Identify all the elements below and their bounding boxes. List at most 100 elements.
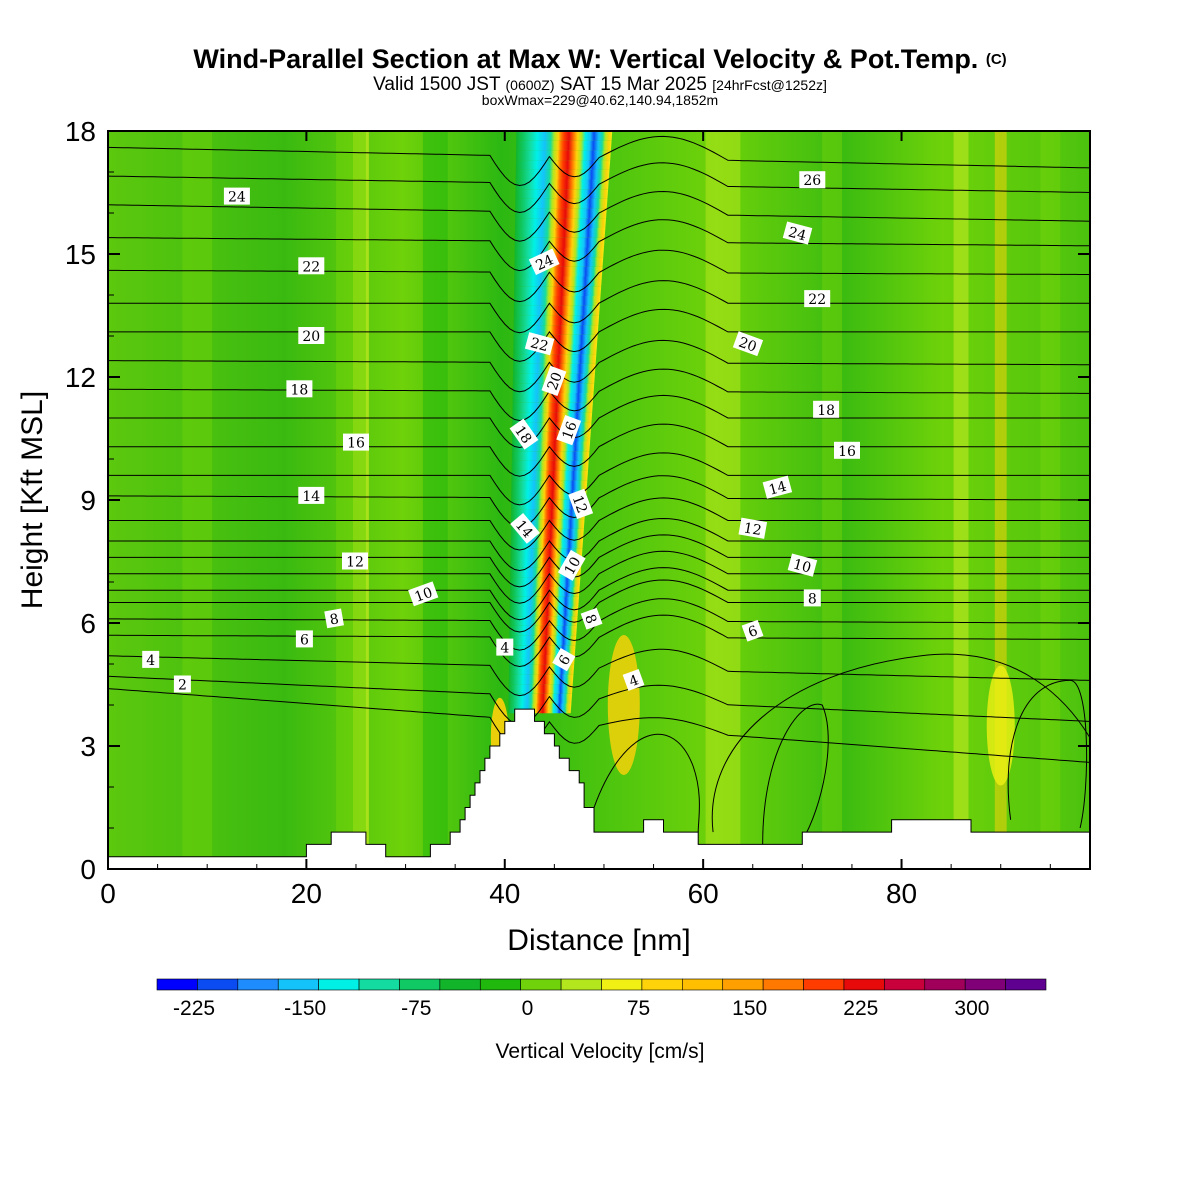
- contour-label-bg: [541, 365, 567, 397]
- plume-slice: [515, 208, 607, 219]
- contour-label-text: 10: [413, 585, 435, 606]
- plume-slice: [515, 189, 609, 199]
- velocity-streak: [705, 131, 741, 869]
- colorbar-label: 300: [954, 997, 989, 1020]
- plume-slice: [510, 509, 586, 520]
- contour-label-text: 16: [560, 419, 581, 441]
- contour-label-bg: [813, 400, 840, 418]
- colorbar-swatch: [479, 978, 521, 991]
- plume-slice: [509, 635, 577, 646]
- contour-label: 14: [762, 475, 793, 499]
- contour-label: 20: [732, 331, 764, 357]
- contour-label-bg: [298, 327, 325, 344]
- chart-title-text: Wind-Parallel Section at Max W: Vertical…: [193, 44, 979, 74]
- x-axis: 0 20 40 60 80: [100, 131, 1051, 909]
- contour-label: 22: [524, 332, 555, 356]
- contour-label-text: 24: [533, 252, 556, 274]
- theta-contour: [108, 534, 1090, 588]
- contour-label-bg: [787, 553, 818, 577]
- theta-contour: [108, 368, 1090, 422]
- contour-label-bg: [286, 380, 313, 398]
- plume-slice: [515, 198, 608, 209]
- contour-label: 20: [541, 365, 567, 397]
- contour-label-text: 10: [791, 557, 812, 577]
- plume-slice: [513, 354, 597, 364]
- plume-slice: [511, 490, 587, 500]
- y-tick-label: 3: [80, 731, 96, 762]
- colorbar-swatch: [722, 978, 764, 991]
- contour-label-bg: [528, 248, 560, 275]
- contour-label-bg: [408, 581, 439, 607]
- updraft-cell: [607, 635, 640, 775]
- contour-label: 22: [804, 290, 831, 308]
- colorbar-swatch: [1005, 978, 1047, 991]
- theta-contour: [593, 733, 700, 833]
- contour-label: 8: [803, 589, 821, 607]
- contour-label-bg: [804, 290, 831, 308]
- contour-label-text: 12: [569, 493, 590, 515]
- plume-slice: [508, 664, 575, 675]
- theta-contour: [108, 452, 1090, 506]
- plume-slice: [516, 140, 612, 151]
- contour-label-bg: [738, 517, 768, 539]
- contour-label: 20: [298, 327, 325, 345]
- contour-label-text: 22: [808, 292, 826, 308]
- contour-label-bg: [509, 418, 539, 450]
- contour-label-text: 18: [290, 382, 308, 398]
- theta-contour: [762, 703, 829, 845]
- potential-temperature-contours: [108, 135, 1090, 845]
- theta-contour: [108, 219, 1090, 272]
- contour-label-text: 16: [347, 436, 365, 452]
- contour-label-text: 24: [786, 224, 807, 244]
- theta-contour: [108, 308, 1090, 362]
- contour-label-bg: [552, 648, 576, 672]
- theta-contour: [108, 579, 1090, 633]
- colorbar-swatch: [762, 978, 804, 991]
- theta-contour: [108, 339, 1090, 393]
- contour-label-text: 24: [228, 190, 246, 206]
- mountain-wave-plume: [508, 131, 613, 714]
- velocity-streak: [822, 131, 843, 869]
- contour-label-text: 18: [817, 403, 835, 419]
- theta-contour: [108, 675, 1090, 726]
- contour-label-bg: [580, 607, 603, 630]
- contour-label-bg: [524, 332, 555, 356]
- contour-label: 14: [298, 486, 325, 505]
- plume-slice: [514, 257, 604, 267]
- contour-label-text: 20: [302, 329, 320, 345]
- colorbar-swatch: [277, 978, 319, 991]
- contour-label: 10: [557, 549, 586, 581]
- colorbar-label: -225: [173, 997, 215, 1020]
- contour-label: 6: [552, 648, 576, 672]
- contour-label-text: 12: [346, 555, 364, 571]
- contour-label-bg: [295, 630, 313, 648]
- y-axis-label: Height [Kft MSL]: [16, 391, 49, 609]
- plume-slice: [511, 451, 590, 461]
- contour-label: 12: [342, 552, 368, 571]
- theta-contour: [108, 280, 1090, 334]
- contour-label-bg: [803, 589, 821, 607]
- contour-label-bg: [223, 187, 250, 205]
- colorbar-label: -150: [284, 997, 326, 1020]
- velocity-streak: [182, 131, 213, 869]
- contour-label-bg: [343, 433, 369, 451]
- contour-label-text: 14: [302, 489, 320, 505]
- contour-label-text: 8: [808, 591, 817, 607]
- contour-label-bg: [568, 488, 594, 520]
- y-tick-label: 6: [80, 608, 96, 639]
- contour-label-text: 14: [767, 479, 788, 499]
- colorbar-swatch: [601, 978, 643, 991]
- valid-date: SAT 15 Mar 2025: [559, 74, 707, 95]
- plume-slice: [515, 150, 611, 161]
- x-tick-label: 20: [291, 878, 322, 909]
- plume-slice: [515, 160, 611, 170]
- contour-label: 12: [568, 488, 594, 520]
- plume-slice: [511, 480, 588, 491]
- colorbar-title: Vertical Velocity [cm/s]: [496, 1040, 705, 1063]
- plume-slice: [516, 131, 613, 141]
- contour-label-text: 4: [500, 641, 509, 657]
- contour-label: 2: [173, 675, 191, 694]
- theta-contour: [108, 517, 1090, 572]
- forecast-info: [24hrFcst@1252z]: [712, 77, 827, 93]
